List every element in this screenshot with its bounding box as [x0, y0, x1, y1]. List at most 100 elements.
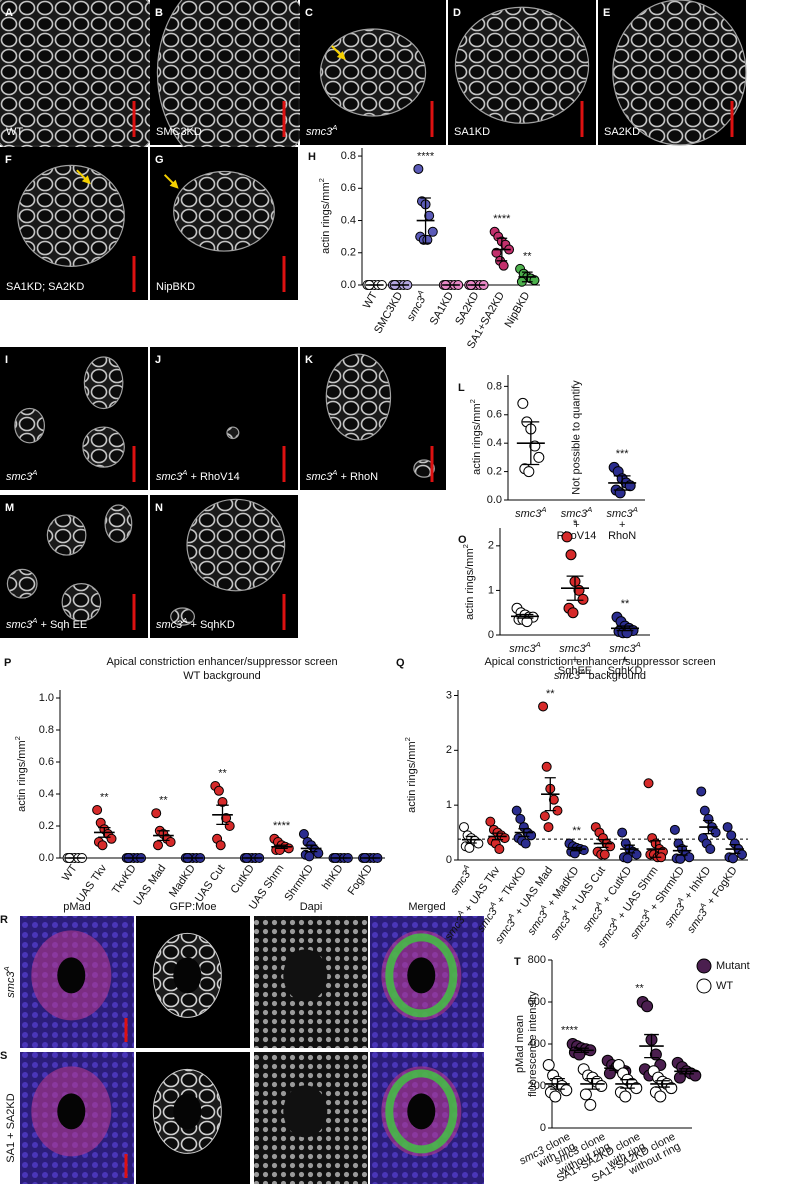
x-tick-label: +	[573, 519, 579, 531]
error-bar	[304, 844, 318, 853]
lumen	[173, 1093, 202, 1130]
y-axis-title-part: actin rings/mm	[406, 741, 418, 813]
error-bar	[644, 1033, 659, 1059]
data-point	[643, 778, 654, 789]
data-point	[561, 531, 573, 543]
significance: ****	[417, 150, 435, 162]
x-tick-label: +	[622, 654, 628, 666]
x-tick-label: hhKD	[320, 862, 346, 891]
data-point	[485, 816, 496, 827]
panel-caption-part: NipBKD	[156, 281, 195, 293]
data-point	[619, 1090, 632, 1103]
data-point	[617, 827, 628, 838]
column-header: Dapi	[300, 901, 323, 913]
y-tick-label: 0.2	[341, 247, 356, 259]
data-point	[533, 451, 545, 463]
x-tick-label-part: A	[697, 901, 708, 911]
arrow-head	[81, 175, 91, 185]
y-axis-title: actin rings/mm2	[317, 178, 332, 254]
x-tick-label-part: A	[640, 907, 651, 917]
x-tick-label: smc3A	[606, 505, 637, 520]
data-point	[669, 824, 680, 835]
row-label-part: A	[2, 966, 11, 972]
data-point	[548, 794, 559, 805]
column-header: Merged	[408, 901, 445, 913]
data-point	[579, 1088, 592, 1101]
x-tick-label-part: A	[632, 505, 638, 514]
data-point	[304, 851, 315, 862]
error-bar	[571, 846, 583, 852]
data-point	[710, 827, 721, 838]
x-tick-label: TkvKD	[110, 862, 139, 896]
row-label: SA1 + SA2KD	[5, 1093, 17, 1162]
x-tick-label-part: +	[573, 519, 579, 531]
significance: **	[159, 795, 168, 807]
cell-cluster	[14, 407, 46, 444]
y-tick-label: 0.0	[487, 494, 502, 506]
x-tick-label-part: smc3	[509, 643, 536, 655]
x-tick-label: smc3A	[509, 640, 540, 655]
y-axis-title-part: 2	[403, 737, 412, 741]
data-point	[560, 1084, 573, 1097]
cell-cluster	[173, 170, 275, 252]
cell-cluster	[6, 568, 38, 599]
y-axis-title-part: 2	[317, 178, 326, 182]
data-point	[631, 849, 642, 860]
significance: **	[635, 982, 644, 994]
x-tick-label-part: +	[572, 654, 578, 666]
error-bar	[616, 625, 634, 632]
panel-letter: J	[155, 354, 161, 366]
y-axis-title-part: fluorescence intensity	[527, 991, 539, 1097]
x-tick-label-part: UAS Tkv	[75, 862, 110, 905]
significance: **	[523, 250, 532, 262]
error-bar	[550, 1078, 565, 1090]
data-point	[603, 1067, 616, 1080]
chart-title: Apical constriction enhancer/suppressor …	[484, 656, 715, 668]
data-point	[595, 1080, 608, 1092]
legend-label: WT	[716, 980, 733, 992]
panel-caption-part: SMC3KD	[156, 126, 202, 138]
cell-cluster	[319, 28, 427, 117]
signal	[385, 1069, 458, 1154]
data-point	[565, 549, 577, 561]
data-point	[689, 1069, 702, 1082]
row-label-part: smc3	[5, 971, 17, 998]
category-note: Not possible to quantify	[570, 380, 582, 495]
legend-swatch	[696, 978, 712, 994]
panel-caption-part: A	[31, 468, 37, 477]
significance: **	[100, 791, 109, 803]
error-bar	[613, 475, 631, 491]
panel-letter: R	[0, 914, 8, 926]
data-point	[224, 821, 235, 831]
data-point	[106, 833, 117, 844]
panel-caption-part: smc3	[156, 619, 183, 631]
x-tick-label-part: smc3	[581, 905, 606, 934]
panel-caption-part: A	[31, 616, 37, 625]
y-tick-label: 1	[488, 584, 494, 596]
y-axis-title-part: actin rings/mm	[471, 403, 483, 475]
x-tick-label-part: A	[487, 900, 498, 910]
column-header: pMad	[63, 901, 91, 913]
y-tick-label: 0.4	[487, 437, 502, 449]
legend-swatch	[696, 958, 712, 974]
x-tick-label: WT	[361, 290, 380, 311]
x-tick-label: FogKD	[346, 862, 375, 897]
y-axis-title: actin rings/mm2	[13, 736, 28, 812]
x-tick-label: smc3A	[561, 505, 592, 520]
x-tick-label-part: A	[454, 908, 465, 918]
x-tick-label-part: smc3	[548, 913, 573, 942]
x-tick-label: RhoN	[608, 530, 636, 542]
data-point	[665, 1082, 678, 1095]
y-axis-title-part: 2	[468, 399, 477, 403]
panel-caption-part: smc3	[156, 471, 183, 483]
x-tick-label: MadKD	[167, 862, 198, 899]
row-label-part: SA1 + SA2KD	[5, 1093, 17, 1162]
significance: ****	[493, 213, 511, 225]
x-tick-label: smc3A	[445, 863, 476, 898]
x-tick-label: smc3A	[559, 640, 590, 655]
data-point	[517, 397, 529, 409]
legend-label: Mutant	[716, 960, 750, 972]
